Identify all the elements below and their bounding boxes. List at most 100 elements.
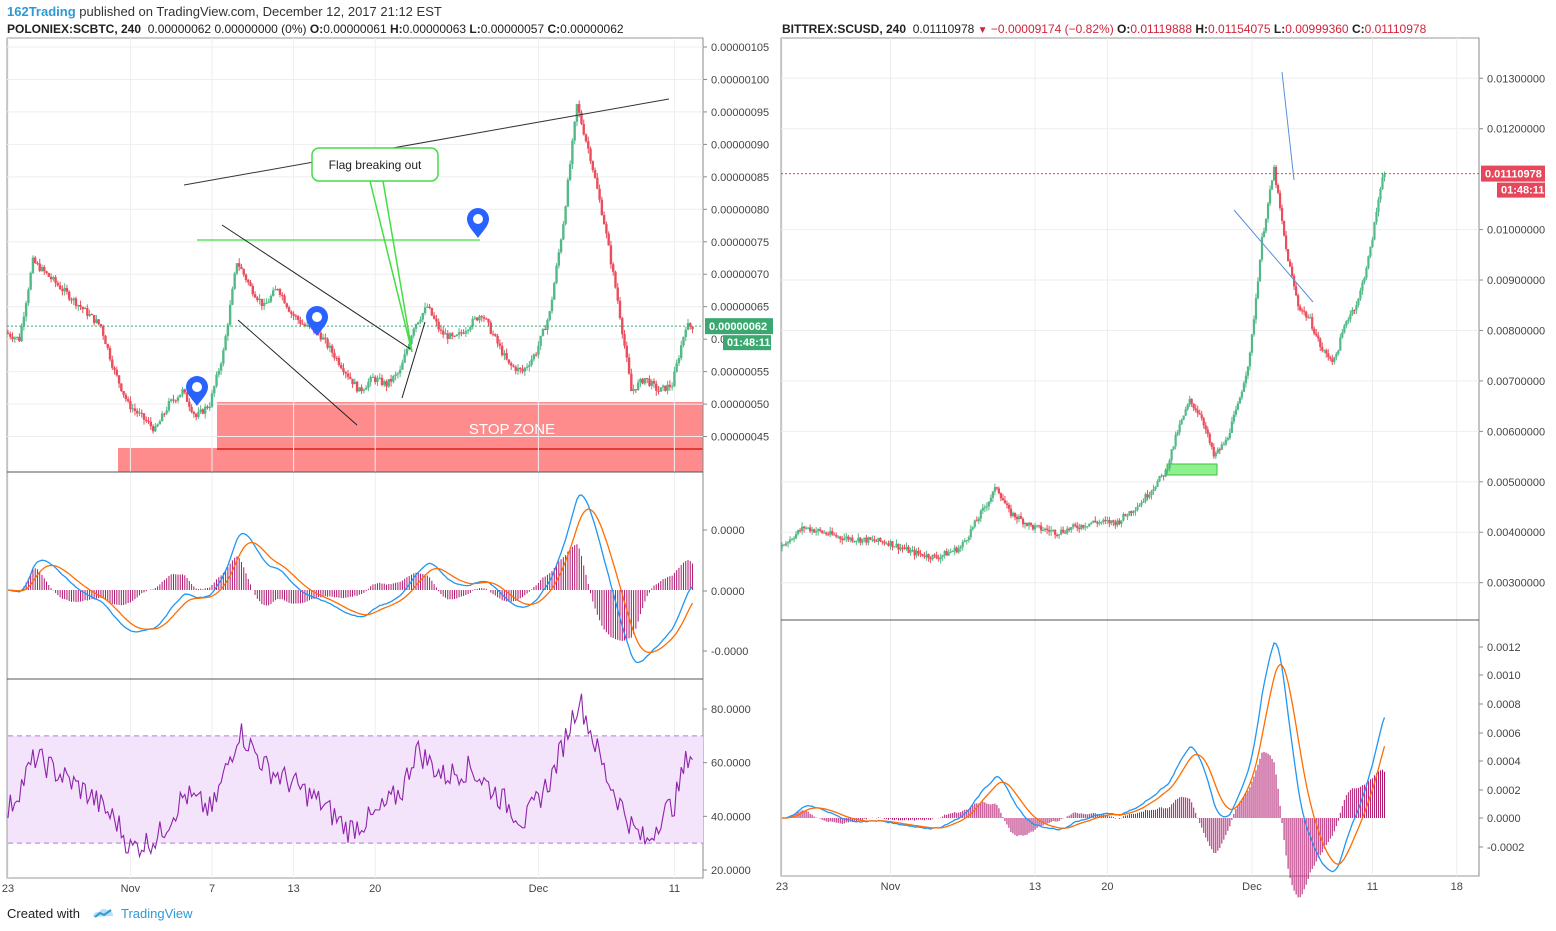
candle-body [204, 406, 207, 414]
candle-body [927, 554, 930, 559]
left-symbol[interactable]: POLONIEX:SCBTC, 240 [7, 22, 142, 36]
macd-tick-label: 0.0002 [1487, 785, 1521, 797]
candle-body [1200, 414, 1203, 419]
candle-body [147, 420, 150, 422]
candle-body [489, 322, 492, 334]
candle-body [1033, 525, 1037, 530]
candle-body [612, 264, 615, 272]
candle-body [891, 541, 894, 548]
right-symbol[interactable]: BITTREX:SCUSD, 240 [782, 22, 907, 36]
candle-body [1176, 432, 1179, 435]
candle-body [1270, 180, 1274, 190]
candle-body [226, 324, 230, 337]
candle-body [1009, 508, 1013, 516]
candle-body [120, 383, 123, 392]
candle-body [328, 345, 332, 348]
candle-body [621, 318, 624, 335]
candle-body [677, 358, 681, 364]
candle-body [1289, 261, 1292, 267]
candle-body [1341, 332, 1344, 338]
candle-body [206, 406, 209, 408]
candle-body [117, 375, 121, 384]
candle-body [249, 282, 252, 286]
candle-body [63, 287, 66, 292]
candle-body [557, 252, 560, 266]
candle-body [392, 376, 395, 382]
blue-trendline [1233, 209, 1314, 303]
candle-body [899, 547, 902, 550]
candle-body [54, 277, 57, 283]
candle-body [444, 333, 447, 335]
candle-body [512, 365, 515, 367]
tradingview-brand[interactable]: TradingView [121, 906, 193, 921]
candle-body [330, 345, 334, 353]
signal-line [782, 663, 1386, 865]
rsi-tick-label: 60.0000 [711, 758, 751, 770]
left-chart[interactable]: STOP ZONE 0.00000105 0.00000100 0.00000095 0… [0, 0, 778, 900]
map-pin-icon-hole [192, 382, 202, 392]
candle-body [867, 537, 870, 543]
publisher-name[interactable]: 162Trading [7, 4, 76, 19]
candle-body [1301, 310, 1304, 312]
candle-body [794, 533, 798, 539]
candle-body [376, 378, 379, 383]
candle-body [321, 337, 325, 340]
candle-body [997, 488, 1000, 494]
candle-body [786, 542, 790, 544]
candle-body [1287, 249, 1290, 262]
candle-body [1098, 522, 1101, 524]
candle-body [855, 540, 858, 542]
candle-body [525, 366, 529, 368]
candle-body [124, 394, 128, 400]
candle-body [1142, 501, 1145, 503]
last-price-badge [705, 318, 773, 335]
candle-body [1232, 414, 1235, 422]
right-chart[interactable]: 0.01300000 0.01200000 0.01000000 0.00900000… [0, 0, 1556, 900]
left-symbol-header: POLONIEX:SCBTC, 240 0.00000062 0.0000000… [7, 22, 624, 36]
candle-body [853, 541, 856, 543]
candle-body [244, 274, 248, 281]
candle-body [1062, 529, 1065, 533]
candle-body [913, 549, 916, 556]
y-tick-label: 0.01300000 [1487, 73, 1545, 85]
candle-body [923, 556, 926, 558]
candle-body [24, 303, 28, 317]
candle-body [1383, 173, 1386, 178]
candle-body [426, 306, 429, 308]
candle-body [1162, 475, 1165, 477]
candle-body [190, 406, 193, 412]
y-tick-label: 0.00600000 [1487, 426, 1545, 438]
candle-body [977, 518, 980, 521]
candle-body [919, 553, 922, 555]
candle-body [326, 338, 329, 348]
right-symbol-header: BITTREX:SCUSD, 240 0.01110978 ▼ −0.00009… [782, 22, 1426, 36]
candle-body [889, 541, 892, 546]
candle-body [269, 295, 273, 302]
candle-body [1299, 306, 1302, 311]
candle-body [219, 363, 223, 371]
candle-body [145, 419, 148, 421]
candle-body [1025, 523, 1029, 526]
candle-body [70, 299, 73, 301]
candle-body [1102, 519, 1105, 522]
candle-body [655, 383, 658, 391]
candle-body [81, 307, 84, 310]
candle-body [947, 552, 950, 556]
candle-body [861, 539, 864, 543]
candle-body [881, 541, 884, 543]
candle-body [1303, 310, 1306, 312]
candle-body [34, 257, 37, 264]
candle-body [664, 385, 667, 391]
candle-body [682, 336, 685, 346]
candle-body [815, 531, 818, 533]
candle-body [1212, 446, 1215, 457]
macd-tick-label: -0.0002 [1487, 842, 1524, 854]
candle-body [283, 295, 286, 304]
candle-body [460, 332, 463, 334]
candle-body [1156, 481, 1159, 487]
candle-body [31, 257, 35, 273]
candle-body [1120, 520, 1123, 524]
candle-body [541, 329, 545, 336]
candle-body [823, 532, 826, 534]
candle-body [863, 537, 866, 540]
